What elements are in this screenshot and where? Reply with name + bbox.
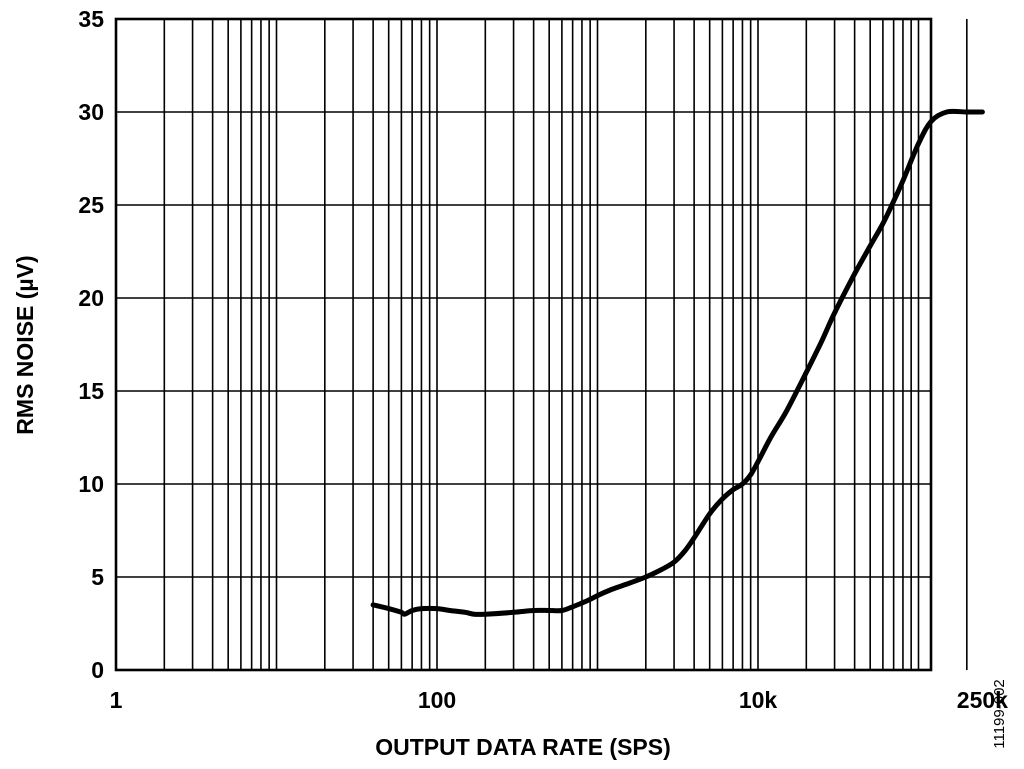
figure-id: 11199-002 bbox=[991, 679, 1008, 749]
y-tick-label: 15 bbox=[78, 378, 104, 404]
y-tick-label: 0 bbox=[91, 657, 104, 683]
y-tick-label: 35 bbox=[78, 6, 104, 32]
y-tick-labels: 0 5 10 15 20 25 30 35 bbox=[78, 6, 104, 683]
y-tick-label: 10 bbox=[78, 471, 104, 497]
y-tick-label: 25 bbox=[78, 192, 104, 218]
y-axis-title: RMS NOISE (µV) bbox=[12, 255, 38, 434]
plot-frame bbox=[114, 17, 933, 672]
x-tick-label: 10k bbox=[739, 687, 778, 713]
y-tick-label: 20 bbox=[78, 285, 104, 311]
y-tick-label: 5 bbox=[91, 564, 104, 590]
y-tick-label: 30 bbox=[78, 99, 104, 125]
x-tick-labels: 1 100 10k 250k bbox=[110, 687, 1009, 713]
x-tick-label: 1 bbox=[110, 687, 123, 713]
x-axis-title: OUTPUT DATA RATE (SPS) bbox=[375, 734, 671, 760]
x-tick-label: 100 bbox=[418, 687, 456, 713]
grid-lines bbox=[116, 19, 968, 670]
rms-noise-series-line bbox=[370, 108, 985, 617]
x-tick-label: 250k bbox=[957, 687, 1008, 713]
